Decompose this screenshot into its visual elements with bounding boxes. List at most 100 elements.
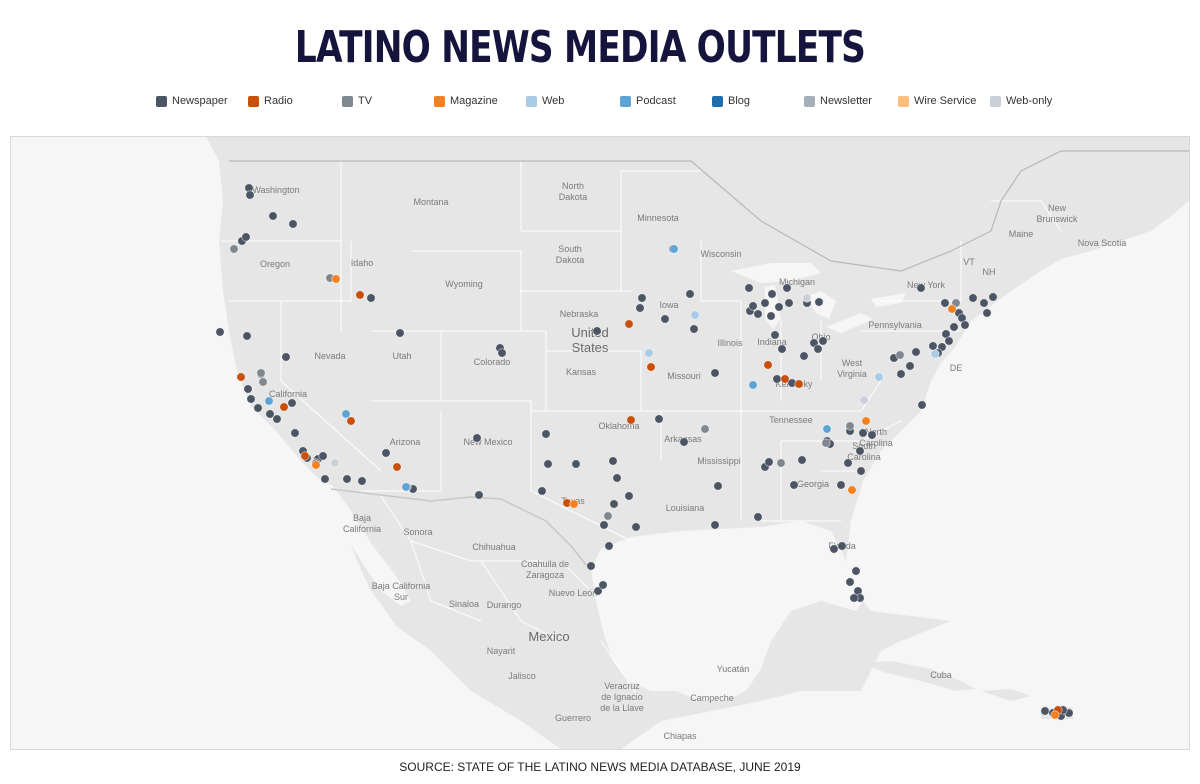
outlet-marker-newspaper[interactable] (288, 219, 298, 229)
outlet-marker-web[interactable] (930, 349, 940, 359)
outlet-marker-radio[interactable] (794, 379, 804, 389)
outlet-marker-newspaper[interactable] (265, 409, 275, 419)
outlet-marker-radio[interactable] (646, 362, 656, 372)
outlet-marker-newspaper[interactable] (631, 522, 641, 532)
outlet-marker-newspaper[interactable] (537, 486, 547, 496)
outlet-marker-newspaper[interactable] (851, 566, 861, 576)
outlet-marker-newspaper[interactable] (543, 459, 553, 469)
outlet-marker-tv[interactable] (845, 421, 855, 431)
outlet-marker-newspaper[interactable] (856, 466, 866, 476)
outlet-marker-newspaper[interactable] (814, 297, 824, 307)
outlet-marker-newspaper[interactable] (497, 348, 507, 358)
outlet-marker-newspaper[interactable] (837, 541, 847, 551)
outlet-marker-newspaper[interactable] (474, 490, 484, 500)
outlet-marker-newspaper[interactable] (272, 414, 282, 424)
outlet-marker-newspaper[interactable] (679, 437, 689, 447)
outlet-marker-newspaper[interactable] (571, 459, 581, 469)
outlet-marker-radio[interactable] (392, 462, 402, 472)
outlet-marker-newspaper[interactable] (982, 308, 992, 318)
outlet-marker-newspaper[interactable] (395, 328, 405, 338)
outlet-marker-newspaper[interactable] (867, 430, 877, 440)
outlet-marker-newspaper[interactable] (845, 577, 855, 587)
outlet-marker-magazine[interactable] (569, 499, 579, 509)
outlet-marker-newspaper[interactable] (624, 491, 634, 501)
outlet-marker-magazine[interactable] (861, 416, 871, 426)
outlet-marker-newspaper[interactable] (241, 232, 251, 242)
outlet-marker-newspaper[interactable] (940, 298, 950, 308)
outlet-marker-newspaper[interactable] (320, 474, 330, 484)
outlet-marker-radio[interactable] (780, 374, 790, 384)
outlet-marker-newspaper[interactable] (767, 289, 777, 299)
legend-item-web[interactable]: Web (526, 95, 564, 107)
outlet-marker-tv[interactable] (895, 350, 905, 360)
outlet-markers[interactable] (215, 183, 1074, 721)
outlet-marker-newspaper[interactable] (281, 352, 291, 362)
map[interactable]: Washington Oregon Idaho Montana North Dakota M… (10, 136, 1190, 750)
legend-item-newsletter[interactable]: Newsletter (804, 95, 872, 107)
legend-item-magazine[interactable]: Magazine (434, 95, 498, 107)
outlet-marker-newspaper[interactable] (813, 344, 823, 354)
outlet-marker-newspaper[interactable] (246, 394, 256, 404)
outlet-marker-newspaper[interactable] (770, 330, 780, 340)
outlet-marker-radio[interactable] (624, 319, 634, 329)
outlet-marker-newspaper[interactable] (242, 331, 252, 341)
legend-item-tv[interactable]: TV (342, 95, 372, 107)
outlet-marker-web-only[interactable] (330, 458, 340, 468)
outlet-marker-newspaper[interactable] (599, 520, 609, 530)
outlet-marker-newspaper[interactable] (253, 403, 263, 413)
outlet-marker-newspaper[interactable] (586, 561, 596, 571)
outlet-marker-radio[interactable] (763, 360, 773, 370)
outlet-marker-tv[interactable] (256, 368, 266, 378)
outlet-marker-newspaper[interactable] (287, 398, 297, 408)
outlet-marker-newspaper[interactable] (764, 457, 774, 467)
outlet-marker-newspaper[interactable] (784, 298, 794, 308)
outlet-marker-newspaper[interactable] (654, 414, 664, 424)
outlet-marker-newspaper[interactable] (472, 433, 482, 443)
outlet-marker-newspaper[interactable] (855, 446, 865, 456)
outlet-marker-newspaper[interactable] (799, 351, 809, 361)
legend-item-newspaper[interactable]: Newspaper (156, 95, 228, 107)
outlet-marker-newspaper[interactable] (608, 456, 618, 466)
outlet-marker-newspaper[interactable] (766, 311, 776, 321)
outlet-marker-podcast[interactable] (341, 409, 351, 419)
outlet-marker-newspaper[interactable] (357, 476, 367, 486)
outlet-marker-newspaper[interactable] (381, 448, 391, 458)
outlet-marker-newspaper[interactable] (988, 292, 998, 302)
legend-item-blog[interactable]: Blog (712, 95, 750, 107)
outlet-marker-newspaper[interactable] (609, 499, 619, 509)
outlet-marker-newspaper[interactable] (774, 302, 784, 312)
outlet-marker-newspaper[interactable] (917, 400, 927, 410)
outlet-marker-newspaper[interactable] (772, 374, 782, 384)
outlet-marker-newspaper[interactable] (612, 473, 622, 483)
outlet-marker-podcast[interactable] (822, 424, 832, 434)
outlet-marker-tv[interactable] (700, 424, 710, 434)
legend-item-podcast[interactable]: Podcast (620, 95, 676, 107)
outlet-marker-web-only[interactable] (859, 395, 869, 405)
outlet-marker-podcast[interactable] (264, 396, 274, 406)
outlet-marker-newspaper[interactable] (928, 341, 938, 351)
outlet-marker-newspaper[interactable] (829, 544, 839, 554)
outlet-marker-newspaper[interactable] (268, 211, 278, 221)
legend-item-radio[interactable]: Radio (248, 95, 293, 107)
outlet-marker-newspaper[interactable] (836, 480, 846, 490)
outlet-marker-magazine[interactable] (1050, 710, 1060, 720)
outlet-marker-radio[interactable] (236, 372, 246, 382)
outlet-marker-web[interactable] (690, 310, 700, 320)
outlet-marker-tv[interactable] (776, 458, 786, 468)
outlet-marker-newspaper[interactable] (777, 344, 787, 354)
outlet-marker-newspaper[interactable] (979, 298, 989, 308)
outlet-marker-web[interactable] (874, 372, 884, 382)
outlet-marker-newspaper[interactable] (782, 283, 792, 293)
outlet-marker-newspaper[interactable] (843, 458, 853, 468)
map-canvas[interactable]: Washington Oregon Idaho Montana North Dakota M… (11, 137, 1189, 749)
outlet-marker-newspaper[interactable] (916, 283, 926, 293)
outlet-marker-newspaper[interactable] (858, 428, 868, 438)
outlet-marker-radio[interactable] (355, 290, 365, 300)
outlet-marker-newspaper[interactable] (318, 451, 328, 461)
outlet-marker-newspaper[interactable] (598, 580, 608, 590)
outlet-marker-newspaper[interactable] (342, 474, 352, 484)
outlet-marker-newspaper[interactable] (290, 428, 300, 438)
outlet-marker-web-only[interactable] (802, 293, 812, 303)
outlet-marker-newspaper[interactable] (541, 429, 551, 439)
outlet-marker-newspaper[interactable] (710, 368, 720, 378)
